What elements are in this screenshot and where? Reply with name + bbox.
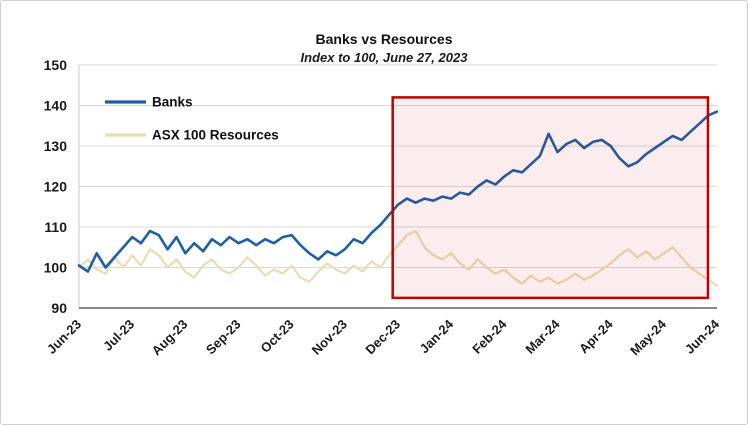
x-tick-label: Apr-24: [576, 316, 616, 356]
y-tick-label: 140: [44, 98, 68, 114]
legend-label-asx-100-resources: ASX 100 Resources: [152, 128, 279, 143]
y-tick-label: 110: [44, 219, 67, 235]
x-tick-label: Oct-23: [258, 317, 297, 356]
x-tick-label: Mar-24: [522, 316, 563, 357]
x-tick-label: Feb-24: [469, 316, 510, 357]
legend-label-banks: Banks: [152, 95, 193, 110]
y-tick-label: 130: [44, 138, 68, 154]
chart-title: Banks vs Resources: [315, 31, 453, 47]
y-tick-label: 90: [51, 300, 67, 316]
x-tick-label: Dec-23: [362, 317, 403, 358]
x-tick-label: Jun-23: [44, 317, 84, 357]
x-tick-label: Aug-23: [149, 317, 191, 359]
highlight-box: [391, 96, 710, 300]
series-line-banks: [77, 110, 719, 273]
y-tick-label: 150: [44, 57, 68, 73]
series-line-asx-100-resources: [77, 230, 719, 287]
x-tick-label: Nov-23: [309, 317, 350, 358]
x-tick-label: Jan-24: [417, 316, 457, 356]
x-tick-label: May-24: [627, 316, 669, 358]
x-tick-label: Jul-23: [100, 317, 137, 354]
x-tick-label: Sep-23: [203, 317, 244, 358]
y-tick-label: 100: [44, 260, 68, 276]
y-tick-label: 120: [44, 179, 68, 195]
chart-subtitle: Index to 100, June 27, 2023: [300, 50, 468, 65]
x-tick-label: Jun-24: [682, 316, 723, 357]
